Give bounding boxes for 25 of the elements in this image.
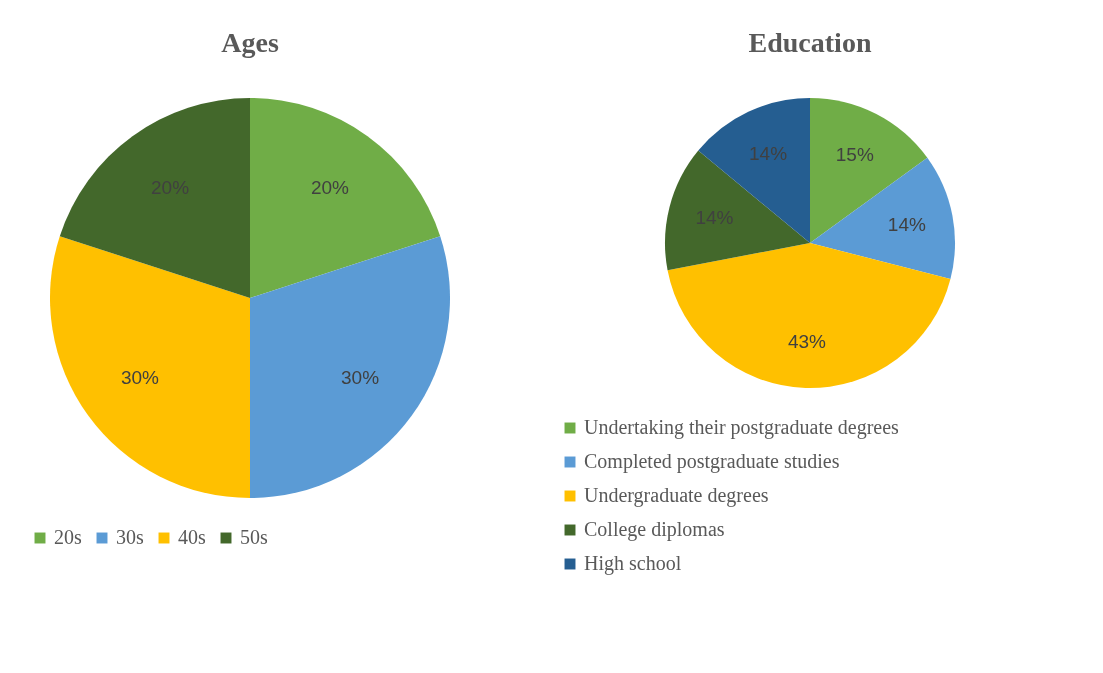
legend-label: College diplomas <box>584 518 725 541</box>
chart-title: Education <box>748 27 872 58</box>
pie-slice <box>250 236 450 498</box>
data-label: 14% <box>887 213 926 235</box>
pie-slice <box>250 98 441 298</box>
data-label: 15% <box>835 144 874 166</box>
legend-label: 20s <box>54 526 82 548</box>
pie-slice <box>810 98 928 243</box>
pie-slice <box>50 236 250 498</box>
data-label: 14% <box>749 142 788 164</box>
legend-label: 30s <box>116 526 144 548</box>
legend-label: High school <box>584 552 682 575</box>
data-label: 43% <box>787 330 827 352</box>
legend-label: 40s <box>178 526 206 548</box>
legend-label: 50s <box>240 526 268 548</box>
pie-slice <box>698 98 810 243</box>
data-label: 30% <box>120 366 160 388</box>
legend-label: Completed postgraduate studies <box>584 450 840 473</box>
legend-label: Undertaking their postgraduate degrees <box>584 416 900 439</box>
legend-label: Undergraduate degrees <box>584 484 769 507</box>
chart-title: Ages <box>221 27 279 58</box>
data-label: 20% <box>310 176 350 198</box>
pie-slice <box>667 243 951 388</box>
pie-slice <box>59 98 250 298</box>
data-label: 30% <box>341 366 380 388</box>
